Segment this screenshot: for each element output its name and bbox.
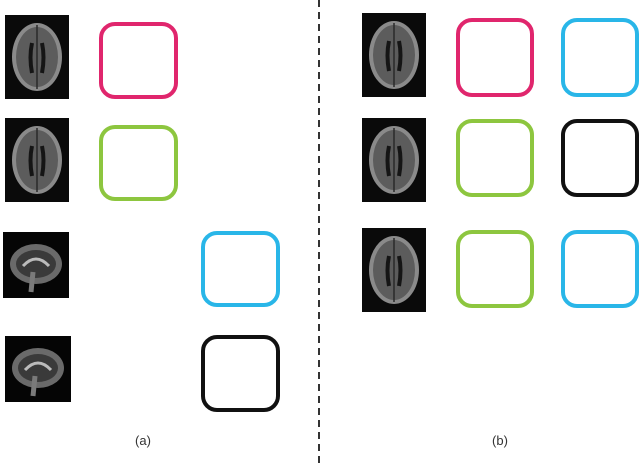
black-box xyxy=(201,335,280,412)
green-box xyxy=(456,230,534,308)
green-box xyxy=(99,125,178,201)
blue-box xyxy=(201,231,280,307)
mri-image xyxy=(360,11,428,99)
pink-box xyxy=(456,18,534,97)
mri-image xyxy=(3,13,71,101)
mri-image xyxy=(3,116,71,204)
blue-box xyxy=(561,18,639,97)
mri-image xyxy=(3,232,69,298)
pink-box xyxy=(99,22,178,99)
blue-box xyxy=(561,230,639,308)
panel-label: (b) xyxy=(492,433,508,448)
panel-label: (a) xyxy=(135,433,151,448)
mri-image xyxy=(360,116,428,204)
mri-image xyxy=(5,336,71,402)
green-box xyxy=(456,119,534,197)
mri-image xyxy=(360,226,428,314)
black-box xyxy=(561,119,639,197)
